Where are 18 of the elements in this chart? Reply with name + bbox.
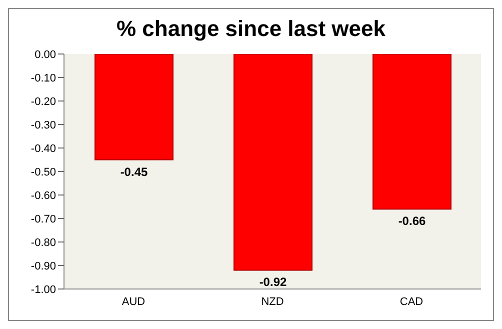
data-label: -0.92	[259, 275, 287, 290]
y-tick-label: -0.40	[30, 142, 56, 155]
y-tick-label: -0.10	[30, 72, 56, 84]
data-label: -0.45	[120, 164, 148, 179]
y-tick-label: -0.90	[30, 260, 56, 272]
y-tick-label: -0.80	[30, 236, 56, 249]
y-tick-label: -0.50	[30, 166, 56, 178]
x-tick-label: CAD	[400, 296, 424, 308]
chart-title: % change since last week	[115, 15, 387, 43]
y-tick-label: -1.00	[30, 284, 56, 296]
y-tick-label: 0.00	[34, 48, 56, 61]
data-label: -0.66	[398, 214, 426, 228]
y-tick-label: -0.70	[30, 213, 56, 226]
x-tick-label: NZD	[261, 296, 284, 308]
y-tick-label: -0.60	[30, 190, 56, 202]
y-tick-label: -0.20	[30, 96, 56, 108]
y-tick-label: -0.30	[30, 119, 56, 132]
x-tick-label: AUD	[122, 296, 146, 308]
